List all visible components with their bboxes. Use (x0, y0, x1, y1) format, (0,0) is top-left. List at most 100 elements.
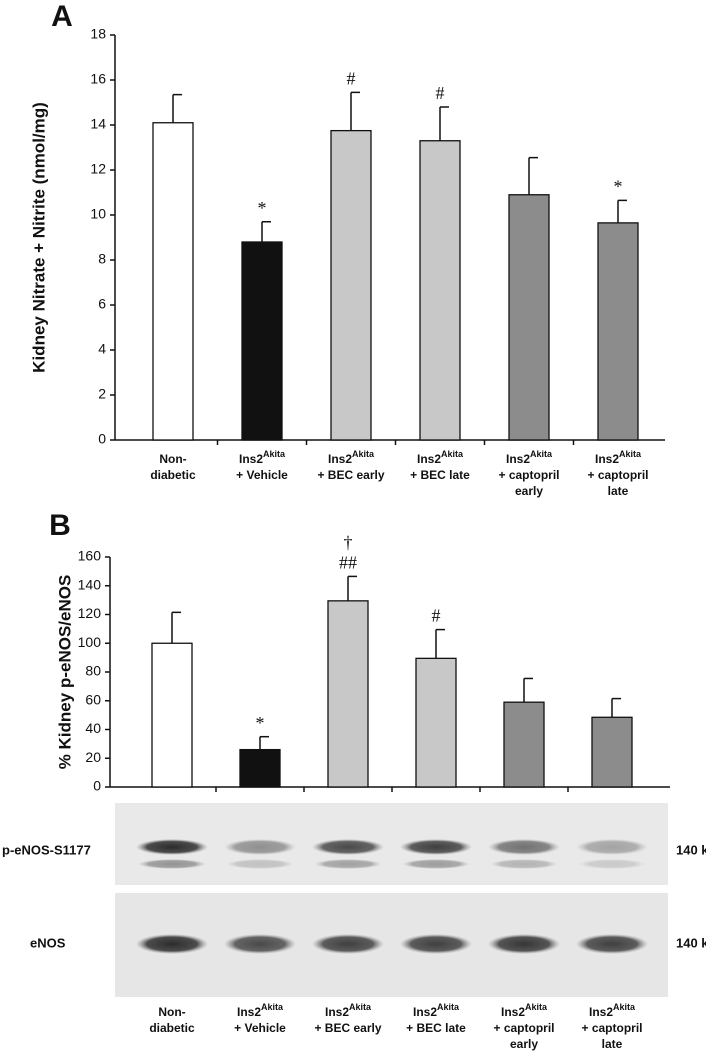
annotation: * (256, 713, 265, 733)
label-superscript: Akita (441, 449, 464, 459)
x-tick-label: early (515, 484, 543, 498)
x-tick-label: Ins2Akita (595, 449, 642, 466)
bar (508, 194, 550, 441)
y-tick-label: 18 (90, 26, 106, 42)
label-superscript: Akita (261, 1002, 284, 1012)
blot-size: 140 kDa (676, 935, 706, 950)
y-tick-label: 20 (85, 749, 101, 765)
x-tick-label: late (608, 484, 629, 498)
y-tick-label: 160 (78, 548, 102, 564)
y-tick-label: 10 (90, 206, 106, 222)
label-superscript: Akita (349, 1002, 372, 1012)
y-tick-label: 120 (78, 605, 102, 621)
bar (419, 140, 461, 441)
blot-band (224, 934, 296, 954)
label-superscript: Akita (352, 449, 375, 459)
y-tick-label: 4 (98, 341, 106, 357)
label-text: Ins2 (417, 452, 441, 466)
blot-label: p-eNOS-S1177 (2, 842, 91, 857)
blot-band (578, 859, 646, 869)
blot-band (576, 839, 648, 855)
bar (503, 701, 545, 788)
blot-size: 140 kDa (676, 842, 706, 857)
label-superscript: Akita (613, 1002, 636, 1012)
blot-background (115, 803, 668, 885)
blot-band (490, 859, 558, 869)
blot-band (136, 934, 208, 954)
y-tick-label: 140 (78, 576, 102, 592)
panel-label: B (49, 509, 71, 542)
label-superscript: Akita (619, 449, 642, 459)
panel-label: A (51, 0, 73, 33)
blot-band (138, 859, 206, 869)
label-superscript: Akita (525, 1002, 548, 1012)
x-tick-label: Ins2Akita (239, 449, 286, 466)
blot-band (312, 839, 384, 855)
y-tick-label: 12 (90, 161, 106, 177)
bar (152, 122, 194, 441)
x-tick-label: Ins2Akita (417, 449, 464, 466)
blot-band (576, 934, 648, 954)
x-tick-label: diabetic (149, 1021, 195, 1035)
blot-band (136, 839, 208, 855)
y-tick-label: 0 (98, 431, 106, 447)
x-tick-label: Ins2Akita (413, 1002, 460, 1019)
x-tick-label: diabetic (150, 468, 196, 482)
x-tick-label: Ins2Akita (328, 449, 375, 466)
y-tick-label: 6 (98, 296, 106, 312)
x-tick-label: + BEC late (406, 1021, 466, 1035)
label-superscript: Akita (437, 1002, 460, 1012)
y-tick-label: 40 (85, 720, 101, 736)
blot-band (314, 859, 382, 869)
y-axis-title: % Kidney p-eNOS/eNOS (55, 575, 74, 770)
bar (330, 129, 372, 441)
bar (239, 748, 281, 788)
x-tick-label: + BEC early (317, 468, 384, 482)
y-tick-label: 2 (98, 386, 106, 402)
annotation: * (258, 198, 267, 218)
x-tick-label: Ins2Akita (237, 1002, 284, 1019)
x-tick-label: early (510, 1037, 538, 1051)
annotation: # (347, 69, 356, 89)
bar (151, 642, 193, 788)
label-text: Ins2 (595, 452, 619, 466)
x-tick-label: + Vehicle (234, 1021, 286, 1035)
y-tick-label: 80 (85, 663, 101, 679)
x-tick-label: Ins2Akita (589, 1002, 636, 1019)
blot-band (488, 934, 560, 954)
label-text: Ins2 (328, 452, 352, 466)
x-tick-label: Non- (159, 452, 186, 466)
bar (591, 716, 633, 788)
label-text: Ins2 (239, 452, 263, 466)
x-tick-label: + BEC late (410, 468, 470, 482)
bar (327, 600, 369, 788)
bar (597, 222, 639, 441)
y-tick-label: 0 (93, 778, 101, 794)
label-text: Ins2 (413, 1005, 437, 1019)
annotation: ## (339, 553, 357, 573)
annotation: # (436, 83, 445, 103)
x-tick-label: Non- (158, 1005, 185, 1019)
annotation: # (432, 606, 441, 626)
label-superscript: Akita (530, 449, 553, 459)
x-tick-label: Ins2Akita (501, 1002, 548, 1019)
label-text: Ins2 (506, 452, 530, 466)
bar (415, 657, 457, 788)
x-tick-label: Ins2Akita (325, 1002, 372, 1019)
label-text: Ins2 (237, 1005, 261, 1019)
y-tick-label: 14 (90, 116, 106, 132)
blot-band (224, 839, 296, 855)
annotation: * (614, 177, 623, 197)
bar (241, 241, 283, 441)
blot-band (400, 934, 472, 954)
blot-band (312, 934, 384, 954)
x-tick-label: + BEC early (314, 1021, 381, 1035)
x-tick-label: + Vehicle (236, 468, 288, 482)
y-tick-label: 16 (90, 71, 106, 87)
blot-band (488, 839, 560, 855)
y-axis-title: Kidney Nitrate + Nitrite (nmol/mg) (29, 102, 48, 373)
label-superscript: Akita (263, 449, 286, 459)
y-tick-label: 100 (78, 634, 102, 650)
blot-label: eNOS (30, 935, 66, 950)
